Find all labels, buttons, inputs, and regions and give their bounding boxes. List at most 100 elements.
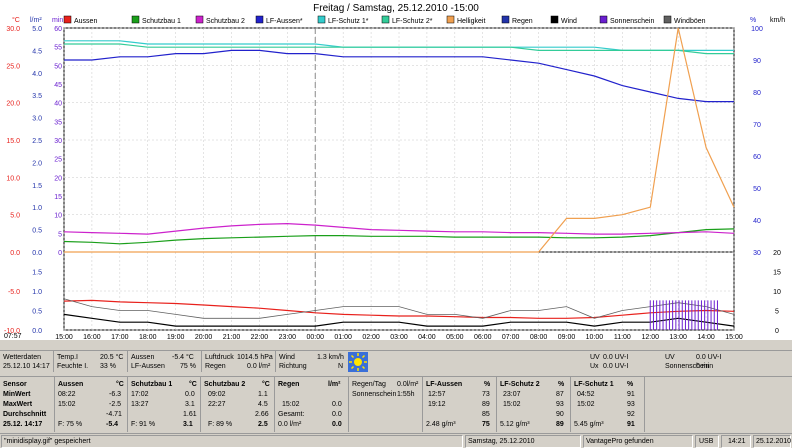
sunshine-label: Sonnenschein [665, 363, 710, 370]
legend-label: Regen [512, 18, 533, 25]
legend-label: LF-Aussen* [266, 18, 303, 25]
aussen-min-value: -6.3 [109, 391, 122, 398]
y-rain-tick: 3.0 [32, 116, 42, 123]
aussen-unit: °C [116, 381, 124, 388]
humidity-inside-label: Feuchte I. [57, 363, 89, 370]
outside-temp-value: -5.4 °C [172, 354, 194, 361]
durchschnitt-label: Durchschnitt [3, 411, 47, 418]
x-tick: 20:00 [195, 334, 213, 340]
y-temp-tick: -5.0 [8, 289, 20, 296]
x-tick: 17:00 [111, 334, 129, 340]
maxwert-label: MaxWert [3, 401, 33, 408]
aussen-max-time: 15:02 [58, 401, 76, 408]
x-tick: 07:00 [502, 334, 520, 340]
sb2-avg-value: 2.66 [255, 411, 269, 418]
chart-svg: Freitag / Samstag, 25.12.2010 -15:00 Auss… [4, 3, 785, 348]
x-tick: 11:00 [614, 334, 631, 340]
sunshine-day-label: Sonnenschein [352, 391, 397, 398]
y-min-tick: 60 [54, 26, 62, 33]
lfs1-min-time: 04:52 [577, 391, 595, 398]
lfaussen-max-value: 89 [482, 401, 490, 408]
y-wind-tick: 10 [773, 289, 781, 296]
x-tick: 23:00 [279, 334, 297, 340]
x-tick: 08:00 [530, 334, 548, 340]
sb2-unit: °C [262, 381, 270, 388]
x-tick: 09:00 [558, 334, 576, 340]
x-tick: 19:00 [167, 334, 185, 340]
y-pct-tick: 50 [753, 186, 761, 193]
y-min-tick: 0 [58, 250, 62, 257]
lfs2-max-time: 15:02 [503, 401, 521, 408]
min-axis-unit: min [52, 17, 63, 24]
y-min-tick: 55 [54, 45, 62, 52]
y-rain-tick: 1.0 [32, 289, 42, 296]
rain-label: Regen [205, 363, 226, 370]
sensor-header: Sensor [3, 381, 27, 388]
outside-humidity-label: LF-Aussen [131, 363, 165, 370]
x-tick: 05:00 [446, 334, 464, 340]
y-pct-tick: 70 [753, 122, 761, 129]
legend-swatch [501, 15, 510, 24]
y-temp-tick: 20.0 [6, 101, 20, 108]
status-file: "minidisplay.gif" gespeichert [4, 438, 91, 445]
sb1-title: Schutzbau 1 [131, 381, 173, 388]
x-tick: 14:00 [697, 334, 715, 340]
y-rain-tick: 0.5 [32, 309, 42, 316]
y-temp-tick: 10.0 [6, 175, 20, 182]
lfs2-current-value: 89 [556, 421, 564, 428]
y-pct-tick: 100 [751, 26, 763, 33]
time-marker-label: 07:57 [4, 333, 22, 340]
sb2-max-value: 4.5 [258, 401, 268, 408]
sb1-unit: °C [189, 381, 197, 388]
y-pct-tick: 80 [753, 90, 761, 97]
legend-label: Schutzbau 2 [206, 18, 245, 25]
sb2-min-value: 1.1 [258, 391, 268, 398]
x-tick: 10:00 [586, 334, 604, 340]
pressure-value: 1014.5 hPa [237, 354, 273, 361]
series-line-wind [63, 313, 735, 327]
lfs1-max-time: 15:02 [577, 401, 595, 408]
legend-label: Wind [561, 18, 577, 25]
y-min-tick: 5 [58, 231, 62, 238]
y-pct-tick: 40 [753, 218, 761, 225]
sb1-current-label: F: 91 % [131, 421, 156, 428]
lfs2-unit: % [558, 381, 565, 388]
legend-label: Windböen [674, 18, 706, 25]
direction-label: Richtung [279, 363, 307, 370]
sensor-table: Sensor MinWert MaxWert Durchschnitt 25.1… [0, 376, 792, 432]
rain-current-value: 0.0 [332, 421, 342, 428]
y-pct-tick: 60 [753, 154, 761, 161]
legend-swatch [63, 15, 72, 24]
series-line-lf-aussen- [64, 49, 734, 103]
rain-max-value: 0.0 [332, 401, 342, 408]
x-tick: 04:00 [418, 334, 436, 340]
series-line-helligkeit [64, 27, 735, 253]
lfaussen-current-label: 2.48 g/m³ [426, 421, 456, 428]
legend-swatch [599, 15, 608, 24]
legend-label: LF-Schutz 2* [392, 18, 433, 25]
current-values-row: Wetterdaten 25.12.10 14:17 Temp.I 20.5 °… [0, 350, 792, 372]
legend-swatch [131, 15, 140, 24]
wind-axis-unit: km/h [770, 17, 785, 24]
x-tick: 00:00 [306, 334, 324, 340]
lfs2-min-time: 23:07 [503, 391, 521, 398]
sb1-current-value: 3.1 [183, 421, 193, 428]
y-rain-tick: 0.0 [32, 328, 42, 335]
y-min-tick: 40 [54, 101, 62, 108]
rain-value: 0.0 l/m² [247, 363, 271, 370]
weather-chart: Freitag / Samstag, 25.12.2010 -15:00 Auss… [0, 0, 792, 348]
legend-swatch [255, 15, 264, 24]
wind-label: Wind [279, 354, 295, 361]
sb2-min-time: 09:02 [208, 391, 226, 398]
x-tick: 22:00 [251, 334, 269, 340]
uv1-label: UV [590, 354, 600, 361]
legend-swatch [663, 15, 672, 24]
sb2-max-time: 22:27 [208, 401, 226, 408]
lfs1-max-value: 93 [627, 401, 635, 408]
x-tick: 01:00 [334, 334, 352, 340]
y-temp-tick: 25.0 [6, 63, 20, 70]
sb1-min-value: 0.0 [185, 391, 195, 398]
temp-inside-value: 20.5 °C [100, 354, 124, 361]
y-rain-tick: 1.5 [32, 270, 42, 277]
y-rain-tick: 3.5 [32, 93, 42, 100]
